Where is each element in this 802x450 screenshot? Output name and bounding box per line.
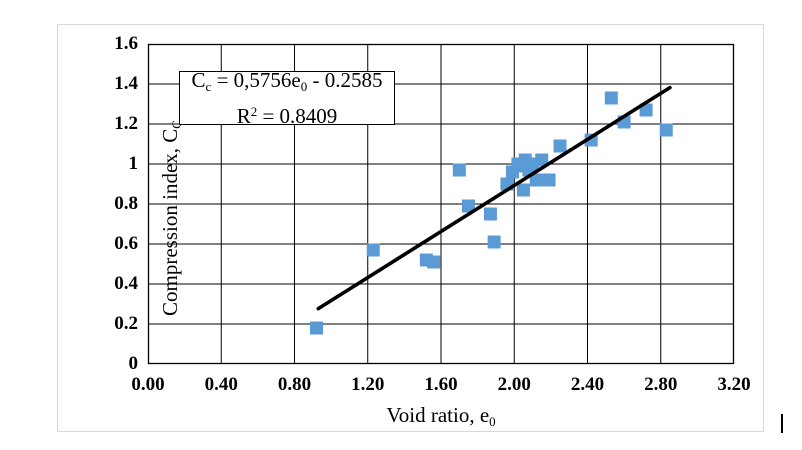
x-tick-label: 0.40: [204, 374, 238, 395]
data-point: [659, 123, 673, 137]
label-segment: 2: [250, 103, 258, 119]
x-tick-label: 1.60: [424, 374, 458, 395]
data-point: [452, 163, 466, 177]
data-point: [309, 321, 323, 335]
data-point: [487, 235, 501, 249]
label-segment: C: [191, 67, 206, 92]
x-tick-label: 1.20: [351, 374, 385, 395]
label-segment: 0: [300, 78, 308, 94]
data-point: [366, 243, 380, 257]
data-point: [529, 173, 543, 187]
plot-area: Cc = 0,5756e0 - 0.2585 R2 = 0.8409: [147, 43, 735, 365]
label-segment: R: [236, 103, 251, 128]
data-point: [516, 183, 530, 197]
y-tick-label: 0: [128, 353, 139, 374]
x-tick-label: 2.00: [497, 374, 531, 395]
data-point: [639, 103, 653, 117]
y-tick-label: 1.4: [114, 73, 138, 94]
x-axis-title: Void ratio, e0: [148, 403, 734, 430]
label-segment: - 0.2585: [307, 67, 383, 92]
x-tick-label: 0.80: [277, 374, 312, 395]
y-tick-label: 0.4: [114, 273, 138, 294]
x-tick-label: 2.80: [644, 374, 678, 395]
label-segment: c: [205, 78, 212, 94]
data-point: [542, 173, 556, 187]
x-tick-label: 2.40: [570, 374, 605, 395]
data-point: [483, 207, 497, 221]
data-point: [427, 255, 441, 269]
x-tick-label: 3.20: [717, 374, 751, 395]
plot-border: [147, 43, 735, 365]
data-point: [553, 139, 567, 153]
y-tick-label: 1.2: [114, 113, 138, 134]
text-cursor: [781, 414, 783, 433]
y-tick-label: 0.8: [114, 193, 138, 214]
trendline: [316, 85, 672, 311]
trendline-equation: Cc = 0,5756e0 - 0.2585: [192, 68, 383, 99]
chart-object[interactable]: Compression index, CC Cc = 0,5756e0 - 0.…: [57, 24, 764, 432]
equation-box: Cc = 0,5756e0 - 0.2585 R2 = 0.8409: [179, 68, 395, 128]
label-segment: Void ratio, e: [386, 403, 490, 427]
data-point: [461, 199, 475, 213]
y-tick-label: 0.2: [114, 313, 138, 334]
scatter-plot: [147, 43, 735, 365]
label-segment: = 0.8409: [257, 103, 338, 128]
y-tick-label: 1: [128, 153, 139, 174]
x-tick-label: 0.00: [131, 374, 165, 395]
y-tick-label: 1.6: [114, 33, 138, 54]
label-segment: = 0,5756e: [211, 67, 301, 92]
y-tick-label: 0.6: [114, 233, 138, 254]
data-point: [535, 153, 549, 167]
r-squared-value: R2 = 0.8409: [237, 99, 338, 129]
label-segment: 0: [489, 414, 496, 429]
data-point: [604, 91, 618, 105]
